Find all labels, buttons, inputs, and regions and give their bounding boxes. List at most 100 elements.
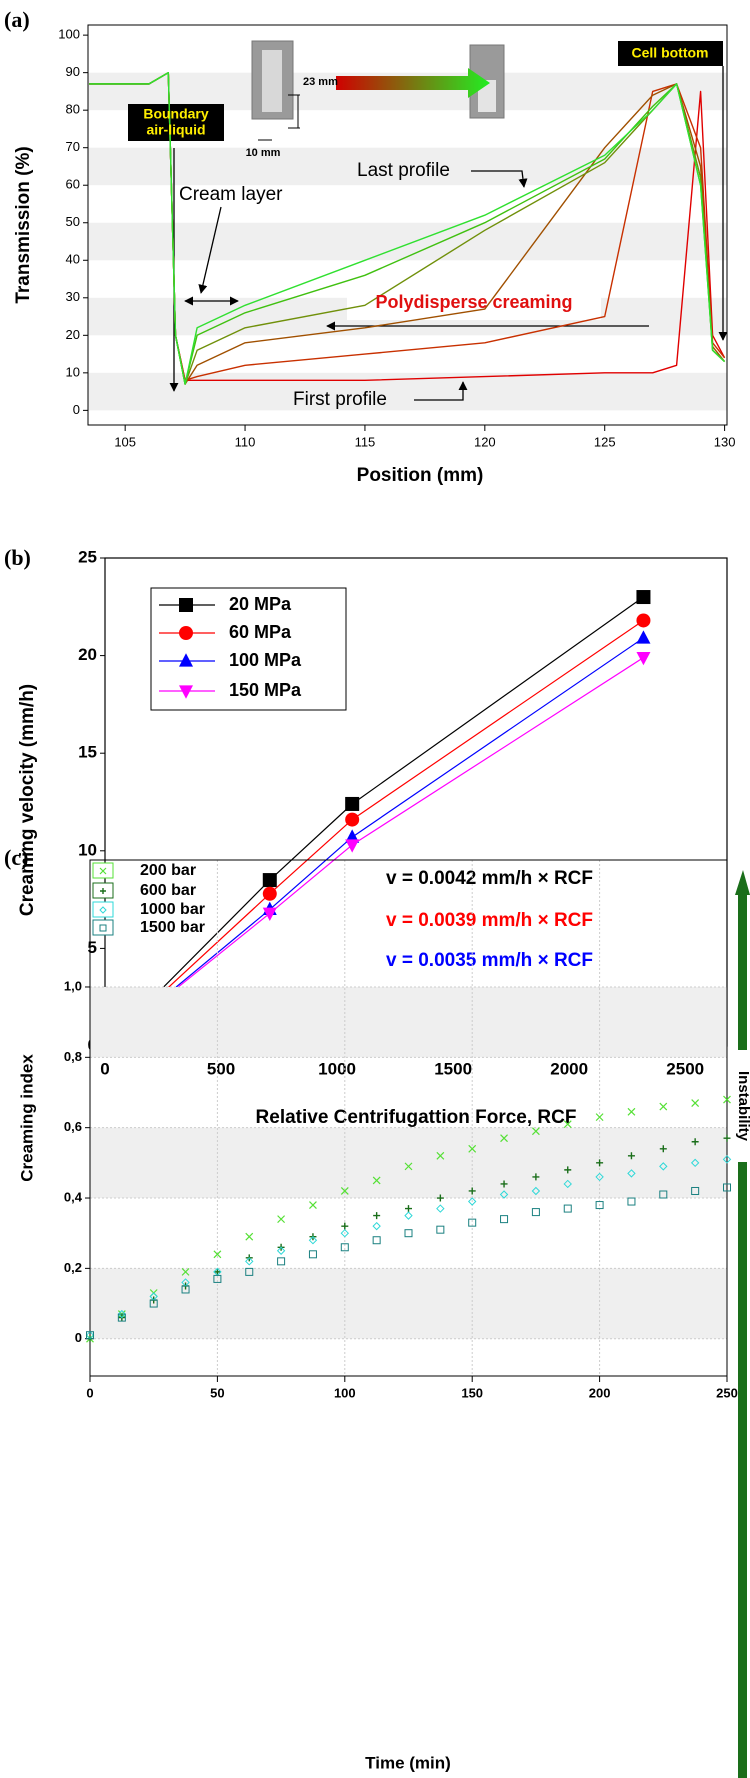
marker — [627, 1152, 635, 1160]
y-tick-label: 15 — [78, 743, 97, 762]
marker — [531, 1127, 540, 1136]
label-bg — [734, 1050, 750, 1162]
annotation: v = 0.0039 mm/h × RCF — [386, 910, 593, 931]
label-box — [128, 104, 224, 141]
label-box — [618, 41, 723, 66]
plot-frame — [89, 859, 728, 1377]
x-tick-label: 120 — [474, 434, 496, 449]
marker — [691, 1186, 700, 1195]
marker — [531, 1208, 540, 1217]
marker — [179, 626, 193, 640]
annotation: First profile — [293, 389, 387, 410]
panel-label: (b) — [4, 545, 31, 570]
annotation: Cell bottom — [632, 45, 709, 61]
marker — [179, 653, 193, 667]
marker — [563, 1120, 572, 1129]
marker — [276, 1246, 286, 1255]
marker — [596, 1159, 604, 1167]
x-tick-label: 250 — [716, 1385, 738, 1400]
marker — [245, 1257, 254, 1266]
y-tick-label: 20 — [78, 645, 97, 664]
marker — [563, 1204, 572, 1213]
legend-label: 1500 bar — [140, 919, 205, 936]
x-tick-label: 130 — [714, 434, 736, 449]
marker — [500, 1134, 508, 1143]
legend-label: 100 MPa — [229, 650, 302, 670]
legend-label: 60 MPa — [229, 622, 292, 642]
annotation: v = 0.0042 mm/h × RCF — [386, 868, 593, 889]
y-tick-label: 25 — [78, 547, 97, 566]
y-tick-label: 0 — [75, 1330, 82, 1345]
marker — [532, 1173, 540, 1181]
instability-arrow — [735, 870, 750, 1778]
y-tick-label: 1,0 — [64, 978, 82, 993]
marker — [99, 867, 107, 875]
marker — [100, 888, 106, 894]
marker — [691, 1099, 700, 1107]
plot-frame — [87, 24, 728, 426]
marker — [213, 1268, 221, 1276]
marker — [372, 1221, 381, 1231]
marker — [404, 1229, 413, 1238]
x-tick-label: 2500 — [666, 1059, 704, 1078]
y-axis-label: Transmission (%) — [13, 146, 34, 303]
marker — [213, 1250, 222, 1259]
marker — [436, 1204, 445, 1213]
x-tick-label: 100 — [334, 1385, 356, 1400]
x-tick-label: 150 — [461, 1385, 483, 1400]
legend-label: 600 bar — [140, 882, 196, 899]
y-tick-label: 30 — [66, 289, 80, 304]
marker — [595, 1201, 604, 1210]
marker — [531, 1186, 541, 1196]
grid-band — [90, 1127, 727, 1199]
series-line — [89, 72, 726, 385]
marker — [308, 1236, 318, 1245]
marker — [499, 1190, 509, 1199]
marker — [690, 1158, 700, 1168]
series-line — [104, 657, 644, 1047]
y-tick-label: 5 — [88, 938, 97, 957]
marker — [340, 1228, 350, 1238]
series-line — [104, 637, 644, 1047]
annotation: Boundary — [143, 106, 209, 122]
marker — [627, 1169, 636, 1178]
marker — [723, 1183, 731, 1192]
marker — [436, 1194, 444, 1202]
annotation: 23 mm — [303, 76, 338, 88]
legend-label: 200 bar — [140, 862, 196, 879]
marker — [277, 1257, 286, 1266]
y-tick-label: 0,2 — [64, 1260, 82, 1275]
marker — [659, 1190, 668, 1199]
legend-label: 20 MPa — [229, 594, 292, 614]
y-tick-label: 40 — [66, 252, 80, 267]
y-tick-label: 70 — [66, 139, 80, 154]
marker — [117, 1309, 127, 1319]
grid-band — [88, 147, 727, 186]
marker — [468, 1187, 476, 1195]
x-tick-label: 115 — [355, 434, 376, 449]
marker — [723, 1095, 731, 1104]
marker — [691, 1138, 699, 1146]
marker — [468, 1144, 477, 1153]
marker — [181, 1285, 190, 1294]
annotation: Cream layer — [179, 184, 283, 205]
x-tick-label: 1000 — [318, 1059, 356, 1078]
marker — [179, 685, 193, 699]
marker — [627, 1197, 636, 1206]
marker — [262, 907, 277, 921]
marker — [722, 1155, 732, 1164]
vial-inner — [262, 50, 282, 112]
y-tick-label: 0,8 — [64, 1049, 82, 1064]
annotation: v = 0.0035 mm/h × RCF — [386, 950, 593, 971]
y-axis-label: Creaming velocity (mm/h) — [17, 684, 38, 916]
marker — [636, 630, 651, 644]
marker — [563, 1179, 572, 1189]
marker — [99, 906, 107, 914]
marker — [341, 1222, 349, 1230]
x-tick-label: 50 — [210, 1385, 224, 1400]
y-tick-label: 50 — [66, 214, 80, 229]
legend-swatch — [92, 901, 114, 918]
x-tick-label: 110 — [235, 434, 256, 449]
legend-swatch — [92, 919, 114, 936]
marker — [500, 1215, 509, 1224]
